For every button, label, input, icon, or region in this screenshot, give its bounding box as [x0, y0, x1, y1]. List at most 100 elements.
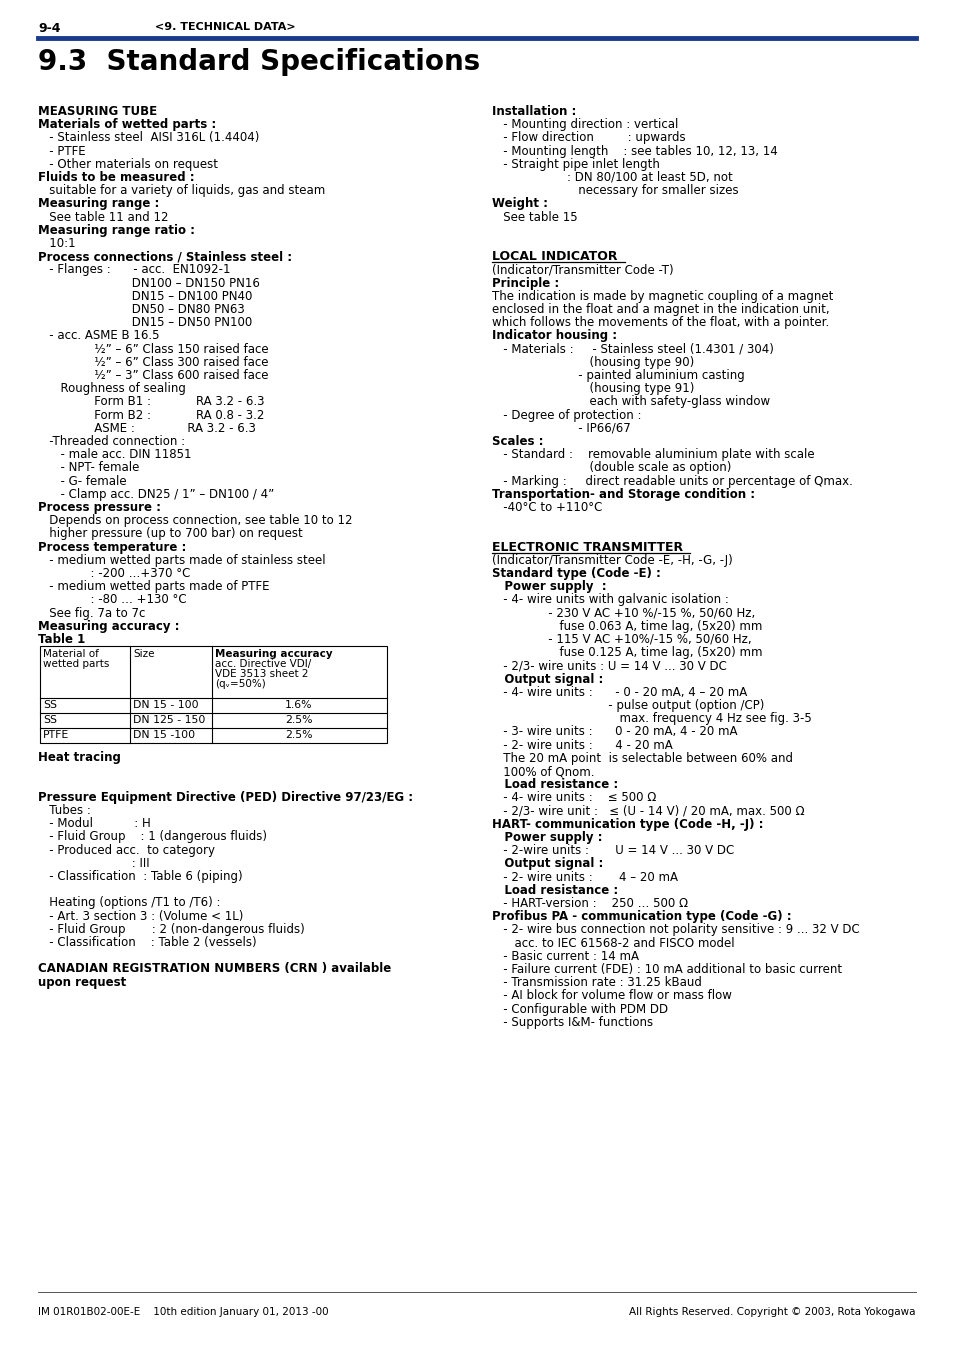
- Text: LOCAL INDICATOR: LOCAL INDICATOR: [492, 250, 617, 263]
- Text: - HART-version :    250 … 500 Ω: - HART-version : 250 … 500 Ω: [492, 896, 687, 910]
- Text: Material of: Material of: [43, 649, 99, 659]
- Text: - PTFE: - PTFE: [38, 144, 86, 158]
- Text: fuse 0.125 A, time lag, (5x20) mm: fuse 0.125 A, time lag, (5x20) mm: [492, 647, 761, 659]
- Text: - male acc. DIN 11851: - male acc. DIN 11851: [38, 448, 192, 462]
- Text: - 2- wire units :       4 – 20 mA: - 2- wire units : 4 – 20 mA: [492, 871, 678, 884]
- Text: Tubes :: Tubes :: [38, 805, 91, 817]
- Text: - Classification  : Table 6 (piping): - Classification : Table 6 (piping): [38, 869, 242, 883]
- Text: - Produced acc.  to category: - Produced acc. to category: [38, 844, 214, 857]
- Text: (Indicator/Transmitter Code -E, -H, -G, -J): (Indicator/Transmitter Code -E, -H, -G, …: [492, 554, 732, 567]
- Text: : -200 …+370 °C: : -200 …+370 °C: [38, 567, 191, 580]
- Text: - 2/3- wire units : U = 14 V ... 30 V DC: - 2/3- wire units : U = 14 V ... 30 V DC: [492, 659, 726, 672]
- Text: - Straight pipe inlet length: - Straight pipe inlet length: [492, 158, 659, 171]
- Text: - 4- wire units :      - 0 - 20 mA, 4 – 20 mA: - 4- wire units : - 0 - 20 mA, 4 – 20 mA: [492, 686, 746, 699]
- Text: - Standard :    removable aluminium plate with scale: - Standard : removable aluminium plate w…: [492, 448, 814, 462]
- Text: Output signal :: Output signal :: [492, 672, 602, 686]
- Text: ELECTRONIC TRANSMITTER: ELECTRONIC TRANSMITTER: [492, 540, 682, 553]
- Text: Load resistance :: Load resistance :: [492, 884, 618, 896]
- Text: - Flow direction         : upwards: - Flow direction : upwards: [492, 131, 685, 144]
- Text: VDE 3513 sheet 2: VDE 3513 sheet 2: [214, 670, 308, 679]
- Text: Power supply :: Power supply :: [492, 832, 602, 844]
- Text: - 2-wire units :       U = 14 V ... 30 V DC: - 2-wire units : U = 14 V ... 30 V DC: [492, 844, 734, 857]
- Text: - 230 V AC +10 %/-15 %, 50/60 Hz,: - 230 V AC +10 %/-15 %, 50/60 Hz,: [492, 606, 755, 620]
- Text: The indication is made by magnetic coupling of a magnet: The indication is made by magnetic coupl…: [492, 290, 833, 302]
- Text: wetted parts: wetted parts: [43, 659, 110, 670]
- Text: - Other materials on request: - Other materials on request: [38, 158, 218, 171]
- Text: Measuring range :: Measuring range :: [38, 197, 159, 211]
- Text: - Stainless steel  AISI 316L (1.4404): - Stainless steel AISI 316L (1.4404): [38, 131, 259, 144]
- Text: Profibus PA - communication type (Code -G) :: Profibus PA - communication type (Code -…: [492, 910, 791, 923]
- Text: 2.5%: 2.5%: [285, 730, 313, 740]
- Text: 100% of Qnom.: 100% of Qnom.: [492, 765, 594, 778]
- Text: Materials of wetted parts :: Materials of wetted parts :: [38, 119, 216, 131]
- Text: 10:1: 10:1: [38, 238, 75, 250]
- Text: PTFE: PTFE: [43, 730, 70, 740]
- Text: -Threaded connection :: -Threaded connection :: [38, 435, 185, 448]
- Text: - 115 V AC +10%/-15 %, 50/60 Hz,: - 115 V AC +10%/-15 %, 50/60 Hz,: [492, 633, 751, 647]
- Text: DN 15 -100: DN 15 -100: [132, 730, 195, 740]
- Text: <9. TECHNICAL DATA>: <9. TECHNICAL DATA>: [154, 22, 295, 32]
- Text: Measuring accuracy: Measuring accuracy: [214, 649, 333, 659]
- Text: - Mounting direction : vertical: - Mounting direction : vertical: [492, 119, 678, 131]
- Text: - Modul           : H: - Modul : H: [38, 817, 151, 830]
- Text: (double scale as option): (double scale as option): [492, 462, 731, 474]
- Text: SS: SS: [43, 701, 57, 710]
- Text: - Basic current : 14 mA: - Basic current : 14 mA: [492, 950, 639, 963]
- Text: (housing type 90): (housing type 90): [492, 356, 694, 369]
- Text: - Fluid Group       : 2 (non-dangerous fluids): - Fluid Group : 2 (non-dangerous fluids): [38, 923, 304, 936]
- Text: - Configurable with PDM DD: - Configurable with PDM DD: [492, 1003, 667, 1015]
- Text: : DN 80/100 at least 5D, not: : DN 80/100 at least 5D, not: [492, 171, 732, 184]
- Text: DN 125 - 150: DN 125 - 150: [132, 716, 205, 725]
- Text: MEASURING TUBE: MEASURING TUBE: [38, 105, 157, 117]
- Text: ½” – 6” Class 300 raised face: ½” – 6” Class 300 raised face: [38, 356, 268, 369]
- Text: Scales :: Scales :: [492, 435, 543, 448]
- Text: Heat tracing: Heat tracing: [38, 751, 121, 764]
- Text: - pulse output (option /CP): - pulse output (option /CP): [492, 699, 763, 711]
- Text: higher pressure (up to 700 bar) on request: higher pressure (up to 700 bar) on reque…: [38, 528, 302, 540]
- Text: 1.6%: 1.6%: [285, 701, 313, 710]
- Text: - Degree of protection :: - Degree of protection :: [492, 409, 640, 421]
- Text: Load resistance :: Load resistance :: [492, 778, 618, 791]
- Text: Output signal :: Output signal :: [492, 857, 602, 871]
- Text: See fig. 7a to 7c: See fig. 7a to 7c: [38, 606, 145, 620]
- Text: each with safety-glass window: each with safety-glass window: [492, 396, 769, 409]
- Text: 2.5%: 2.5%: [285, 716, 313, 725]
- Text: - painted aluminium casting: - painted aluminium casting: [492, 369, 744, 382]
- Text: suitable for a variety of liquids, gas and steam: suitable for a variety of liquids, gas a…: [38, 184, 325, 197]
- Text: IM 01R01B02-00E-E    10th edition January 01, 2013 -00: IM 01R01B02-00E-E 10th edition January 0…: [38, 1307, 328, 1318]
- Text: DN 15 - 100: DN 15 - 100: [132, 701, 198, 710]
- Text: (Indicator/Transmitter Code -T): (Indicator/Transmitter Code -T): [492, 263, 673, 277]
- Text: max. frequency 4 Hz see fig. 3-5: max. frequency 4 Hz see fig. 3-5: [492, 713, 811, 725]
- Text: ½” – 6” Class 150 raised face: ½” – 6” Class 150 raised face: [38, 343, 269, 355]
- Text: - Supports I&M- functions: - Supports I&M- functions: [492, 1015, 653, 1029]
- Text: - Mounting length    : see tables 10, 12, 13, 14: - Mounting length : see tables 10, 12, 1…: [492, 144, 777, 158]
- Text: - 2- wire bus connection not polarity sensitive : 9 ... 32 V DC: - 2- wire bus connection not polarity se…: [492, 923, 859, 937]
- Text: Process pressure :: Process pressure :: [38, 501, 161, 514]
- Text: - 2/3- wire unit :   ≤ (U - 14 V) / 20 mA, max. 500 Ω: - 2/3- wire unit : ≤ (U - 14 V) / 20 mA,…: [492, 805, 803, 818]
- Text: Form B1 :            RA 3.2 - 6.3: Form B1 : RA 3.2 - 6.3: [38, 396, 264, 409]
- Text: which follows the movements of the float, with a pointer.: which follows the movements of the float…: [492, 316, 828, 329]
- Text: - Art. 3 section 3 : (Volume < 1L): - Art. 3 section 3 : (Volume < 1L): [38, 910, 243, 922]
- Text: enclosed in the float and a magnet in the indication unit,: enclosed in the float and a magnet in th…: [492, 302, 829, 316]
- Text: DN15 – DN100 PN40: DN15 – DN100 PN40: [38, 290, 253, 302]
- Text: - medium wetted parts made of stainless steel: - medium wetted parts made of stainless …: [38, 554, 325, 567]
- Text: ASME :              RA 3.2 - 6.3: ASME : RA 3.2 - 6.3: [38, 421, 255, 435]
- Text: - Fluid Group    : 1 (dangerous fluids): - Fluid Group : 1 (dangerous fluids): [38, 830, 267, 844]
- Text: - Marking :     direct readable units or percentage of Qmax.: - Marking : direct readable units or per…: [492, 475, 852, 487]
- Text: Table 1: Table 1: [38, 633, 85, 647]
- Text: Installation :: Installation :: [492, 105, 576, 117]
- Text: DN100 – DN150 PN16: DN100 – DN150 PN16: [38, 277, 259, 290]
- Text: Form B2 :            RA 0.8 - 3.2: Form B2 : RA 0.8 - 3.2: [38, 409, 264, 421]
- Text: Standard type (Code -E) :: Standard type (Code -E) :: [492, 567, 660, 580]
- Text: acc. Directive VDI/: acc. Directive VDI/: [214, 659, 311, 670]
- Text: All Rights Reserved. Copyright © 2003, Rota Yokogawa: All Rights Reserved. Copyright © 2003, R…: [629, 1307, 915, 1318]
- Text: ½” – 3” Class 600 raised face: ½” – 3” Class 600 raised face: [38, 369, 268, 382]
- Text: CANADIAN REGISTRATION NUMBERS (CRN ) available: CANADIAN REGISTRATION NUMBERS (CRN ) ava…: [38, 963, 391, 976]
- Text: See table 15: See table 15: [492, 211, 577, 224]
- Text: 9-4: 9-4: [38, 22, 60, 35]
- Text: - Classification    : Table 2 (vessels): - Classification : Table 2 (vessels): [38, 936, 256, 949]
- Text: DN15 – DN50 PN100: DN15 – DN50 PN100: [38, 316, 252, 329]
- Text: necessary for smaller sizes: necessary for smaller sizes: [492, 184, 738, 197]
- Text: Principle :: Principle :: [492, 277, 558, 290]
- Text: Measuring range ratio :: Measuring range ratio :: [38, 224, 194, 236]
